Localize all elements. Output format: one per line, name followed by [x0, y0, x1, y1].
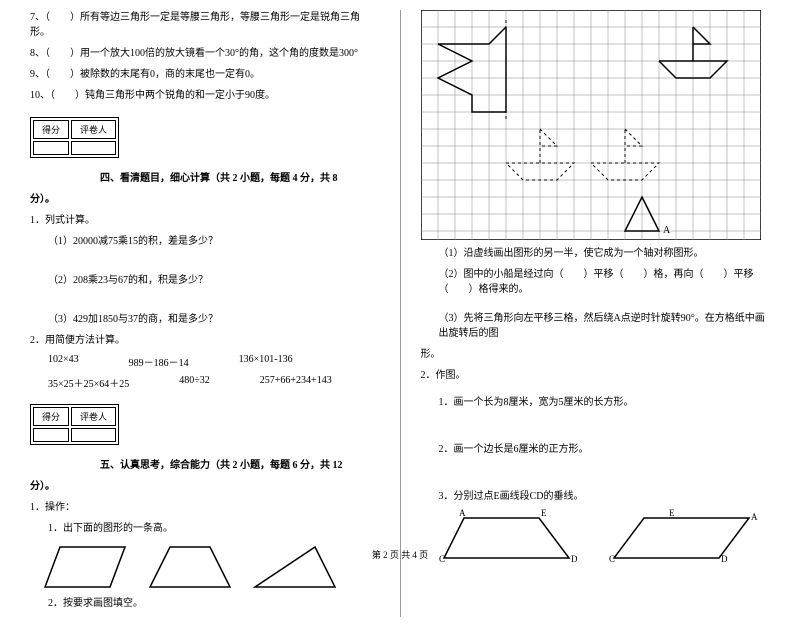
p1-3: （3）429加1850与37的商，和是多少？	[30, 312, 380, 327]
right-column: A （1）沿虚线画出图形的另一半，使它成为一个轴对称图形。 （2）图中的小船是经…	[421, 10, 771, 617]
p2-2: 2．画一个边长是6厘米的正方形。	[421, 442, 771, 457]
q10: 10、（ ）钝角三角形中两个锐角的和一定小于90度。	[30, 88, 380, 103]
p1: 1．列式计算。	[30, 213, 380, 228]
section5-title: 五、认真思考，综合能力（共 2 小题，每题 6 分，共 12	[30, 456, 380, 471]
p2: 2．作图。	[421, 368, 771, 383]
score-header-2: 评卷人	[71, 120, 116, 139]
section5-title2: 分）。	[30, 479, 380, 494]
page-container: 7、（ ）所有等边三角形一定是等腰三角形，等腰三角形一定是锐角三角形。 8、（ …	[0, 0, 800, 627]
score-header-2b: 评卷人	[71, 407, 116, 426]
score-cell	[33, 428, 69, 442]
op1: 1．操作：	[30, 500, 380, 515]
grid-figure: A	[421, 10, 761, 240]
p2: 2．用简便方法计算。	[30, 333, 380, 348]
q7: 7、（ ）所有等边三角形一定是等腰三角形，等腰三角形一定是锐角三角形。	[30, 10, 380, 40]
q8: 8、（ ）用一个放大100倍的放大镜看一个30°的角，这个角的度数是300°	[30, 46, 380, 61]
score-header-1b: 得分	[33, 407, 69, 426]
p1-1: （1）20000减75乘15的积，差是多少？	[30, 234, 380, 249]
column-divider	[400, 10, 401, 617]
score-box-1: 得分 评卷人	[30, 117, 119, 158]
g3a: （3）先将三角形向左平移三格，然后绕A点逆时针旋转90°。在方格纸中画出旋转后的…	[421, 311, 771, 341]
score-cell	[71, 428, 116, 442]
calc-cell: 257+66+234+143	[260, 375, 332, 390]
op1-1: 1．出下面的图形的一条高。	[30, 521, 380, 536]
p1-2: （2）208乘23与67的和，积是多少？	[30, 273, 380, 288]
calc-cell: 480÷32	[179, 375, 210, 390]
p2-1: 1．画一个长为8厘米，宽为5厘米的长方形。	[421, 395, 771, 410]
section4-title2: 分）。	[30, 192, 380, 207]
calc-row-2: 35×25＋25×64＋25 480÷32 257+66+234+143	[30, 375, 380, 390]
calc-cell: 102×43	[48, 354, 79, 369]
label-e2: E	[669, 508, 675, 518]
label-a: A	[459, 508, 466, 518]
g3b: 形。	[421, 347, 771, 362]
score-header-1: 得分	[33, 120, 69, 139]
calc-row-1: 102×43 989－186－14 136×101-136	[30, 354, 380, 369]
left-column: 7、（ ）所有等边三角形一定是等腰三角形，等腰三角形一定是锐角三角形。 8、（ …	[30, 10, 380, 617]
page-footer: 第 2 页 共 4 页	[0, 548, 800, 561]
score-cell	[33, 141, 69, 155]
g1: （1）沿虚线画出图形的另一半，使它成为一个轴对称图形。	[421, 246, 771, 261]
score-box-2: 得分 评卷人	[30, 404, 119, 445]
calc-cell: 989－186－14	[129, 354, 189, 369]
grid-label-a: A	[663, 225, 671, 236]
op1-2: 2．按要求画图填空。	[30, 596, 380, 611]
calc-cell: 35×25＋25×64＋25	[48, 375, 129, 390]
calc-cell: 136×101-136	[239, 354, 293, 369]
p2-3: 3．分别过点E画线段CD的垂线。	[421, 489, 771, 504]
label-a2: A	[751, 512, 758, 522]
section4-title: 四、看清题目，细心计算（共 2 小题，每题 4 分，共 8	[30, 169, 380, 184]
g2: （2）图中的小船是经过向（ ）平移（ ）格，再向（ ）平移（ ）格得来的。	[421, 267, 771, 297]
score-cell	[71, 141, 116, 155]
label-e: E	[541, 508, 547, 518]
q9: 9、（ ）被除数的末尾有0，商的末尾也一定有0。	[30, 67, 380, 82]
